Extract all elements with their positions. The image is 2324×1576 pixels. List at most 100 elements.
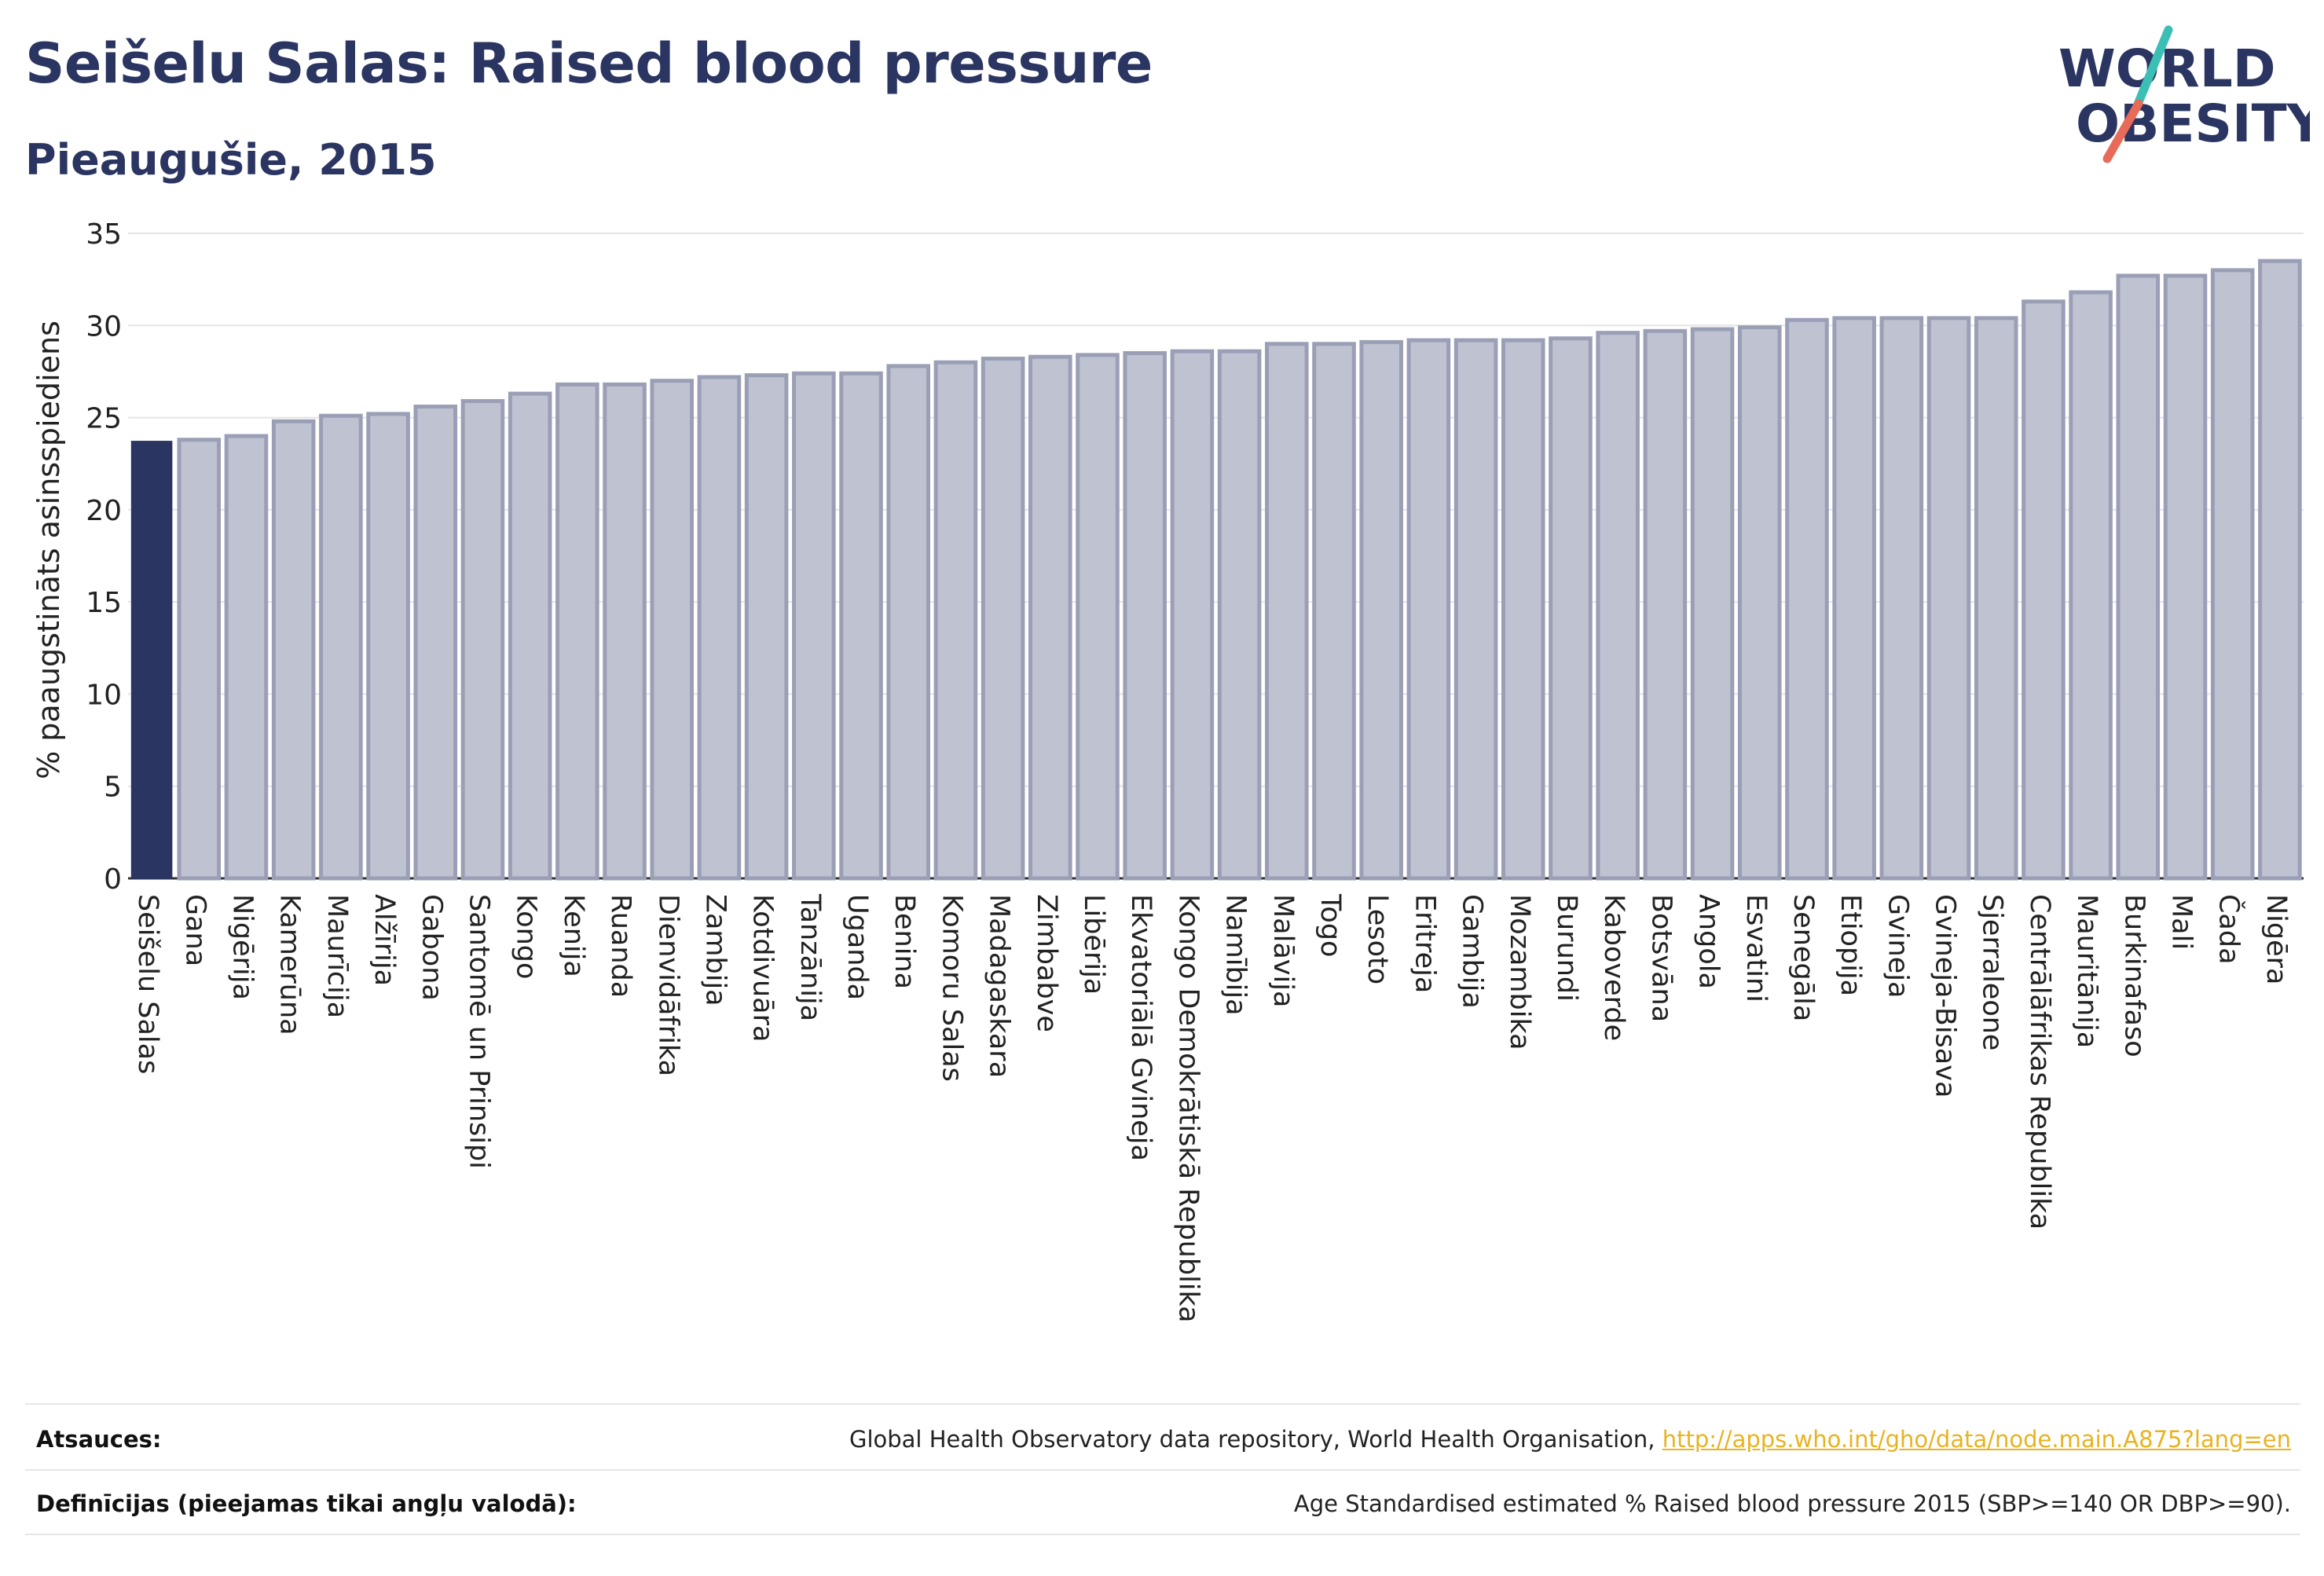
y-tick-label: 10	[86, 679, 122, 711]
bar	[839, 371, 883, 881]
bar	[1217, 349, 1262, 881]
x-tick-label: Tanzānija	[794, 893, 826, 1021]
bar	[2116, 273, 2161, 881]
x-tick-label: Santomē un Prinsipi	[463, 894, 494, 1169]
x-tick-label: Angola	[1693, 894, 1725, 989]
x-tick-label: Gambija	[1457, 894, 1488, 1009]
x-tick-label: Benina	[889, 894, 920, 989]
x-tick-label: Kotdivuāra	[747, 894, 779, 1042]
bar	[366, 412, 410, 881]
x-tick-label: Čada	[2213, 894, 2246, 965]
chart-title: Seišelu Salas: Raised blood pressure	[25, 31, 1153, 96]
x-tick-label: Gvineja	[1882, 894, 1913, 998]
x-tick-label: Kaboverde	[1598, 894, 1629, 1041]
x-tick-label: Etiopija	[1835, 894, 1866, 996]
x-tick-label: Seišelu Salas	[132, 894, 163, 1074]
y-tick-label: 20	[86, 495, 122, 527]
bar	[1643, 328, 1688, 881]
sources-link[interactable]: http://apps.who.int/gho/data/node.main.A…	[1662, 1426, 2291, 1453]
bar	[2163, 273, 2208, 881]
bar	[650, 379, 695, 881]
bar	[177, 438, 222, 881]
footer-divider-middle	[25, 1469, 2300, 1471]
bar	[1974, 316, 2018, 881]
x-tick-label: Dienvidāfrika	[652, 894, 684, 1076]
bar	[933, 360, 978, 881]
bar	[1690, 327, 1735, 881]
bar	[697, 375, 742, 881]
definitions-label: Definīcijas (pieejamas tikai angļu valod…	[36, 1490, 577, 1517]
x-tick-label: Libērija	[1078, 894, 1109, 995]
x-tick-label: Gvineja-Bisava	[1930, 894, 1961, 1098]
logo-slash-teal	[2132, 25, 2173, 111]
bar	[1453, 338, 1498, 881]
bar	[2258, 258, 2302, 881]
bar	[2022, 299, 2066, 881]
x-tick-label: Senegāla	[1787, 894, 1819, 1021]
x-tick-labels: Seišelu Salas Gana Nigērija Kamerūna Maurīci…	[132, 893, 2292, 1323]
bar	[603, 382, 647, 881]
bar	[744, 373, 789, 881]
x-tick-label: Centrālāfrikas Republika	[2024, 894, 2055, 1230]
x-tick-label: Nigērija	[226, 894, 258, 1000]
x-tick-label: Zambija	[699, 894, 731, 1006]
x-tick-label: Togo	[1314, 893, 1346, 957]
x-tick-label: Uganda	[841, 894, 873, 1000]
bars	[130, 258, 2302, 881]
bar	[1170, 349, 1215, 881]
x-tick-label: Botsvāna	[1645, 894, 1677, 1022]
bar	[1123, 350, 1167, 881]
bar	[413, 404, 458, 881]
bar	[271, 419, 316, 881]
x-tick-label: Komoru Salas	[936, 894, 967, 1082]
bar	[555, 382, 599, 881]
x-tick-label: Burkinafaso	[2118, 894, 2150, 1057]
x-tick-label: Mozambika	[1504, 894, 1535, 1050]
bar	[1785, 317, 1829, 881]
chart-subtitle: Pieaugušie, 2015	[25, 135, 437, 185]
sources-text: Global Health Observatory data repositor…	[849, 1426, 1655, 1453]
footer-divider-bottom	[25, 1534, 2300, 1535]
logo-slash-coral	[2102, 99, 2143, 163]
x-tick-label: Eritreja	[1409, 894, 1440, 993]
x-tick-label: Gabona	[416, 894, 447, 1001]
x-tick-label: Esvatini	[1740, 894, 1772, 1002]
bar-chart: 0 5 10 15 20 25 30 35 Seišelu Salas Gana Nigērija…	[31, 218, 2304, 1323]
y-tick-labels: 0 5 10 15 20 25 30 35	[86, 218, 122, 896]
y-axis-label: % paaugstināts asinsspiediens	[31, 321, 66, 779]
bar	[886, 364, 931, 881]
x-tick-label: Kenija	[558, 894, 589, 977]
logo-text-world: WORLD	[2058, 38, 2276, 99]
x-tick-label: Zimbabve	[1031, 894, 1062, 1032]
bar	[1832, 316, 1876, 881]
bar	[130, 441, 173, 879]
x-tick-label: Maurīcija	[321, 894, 353, 1018]
bar	[981, 357, 1025, 881]
bar	[460, 398, 505, 881]
x-tick-label: Ruanda	[605, 894, 636, 998]
y-tick-label: 5	[104, 772, 122, 804]
bar	[792, 371, 836, 881]
x-tick-label: Lesoto	[1362, 894, 1393, 984]
x-tick-label: Kamerūna	[274, 894, 306, 1035]
sources-value: Global Health Observatory data repositor…	[849, 1426, 2291, 1453]
bar	[1501, 338, 1545, 881]
x-tick-label: Madagaskara	[984, 894, 1015, 1078]
y-tick-label: 35	[86, 218, 122, 251]
y-tick-label: 15	[86, 587, 122, 619]
bar	[319, 413, 363, 881]
bar	[1028, 354, 1072, 881]
definitions-value: Age Standardised estimated % Raised bloo…	[1293, 1490, 2291, 1517]
bar	[224, 434, 269, 881]
bar	[1549, 336, 1593, 881]
bar	[1312, 342, 1356, 881]
x-tick-label: Mali	[2166, 894, 2198, 950]
bar	[2210, 268, 2255, 881]
bar	[1076, 353, 1120, 881]
y-tick-label: 0	[104, 863, 122, 896]
x-tick-label: Gana	[179, 894, 211, 966]
footer-divider-top	[25, 1403, 2300, 1405]
x-tick-label: Ekvatoriālā Gvineja	[1125, 894, 1157, 1161]
bar	[1596, 331, 1640, 881]
bar	[1406, 338, 1451, 881]
